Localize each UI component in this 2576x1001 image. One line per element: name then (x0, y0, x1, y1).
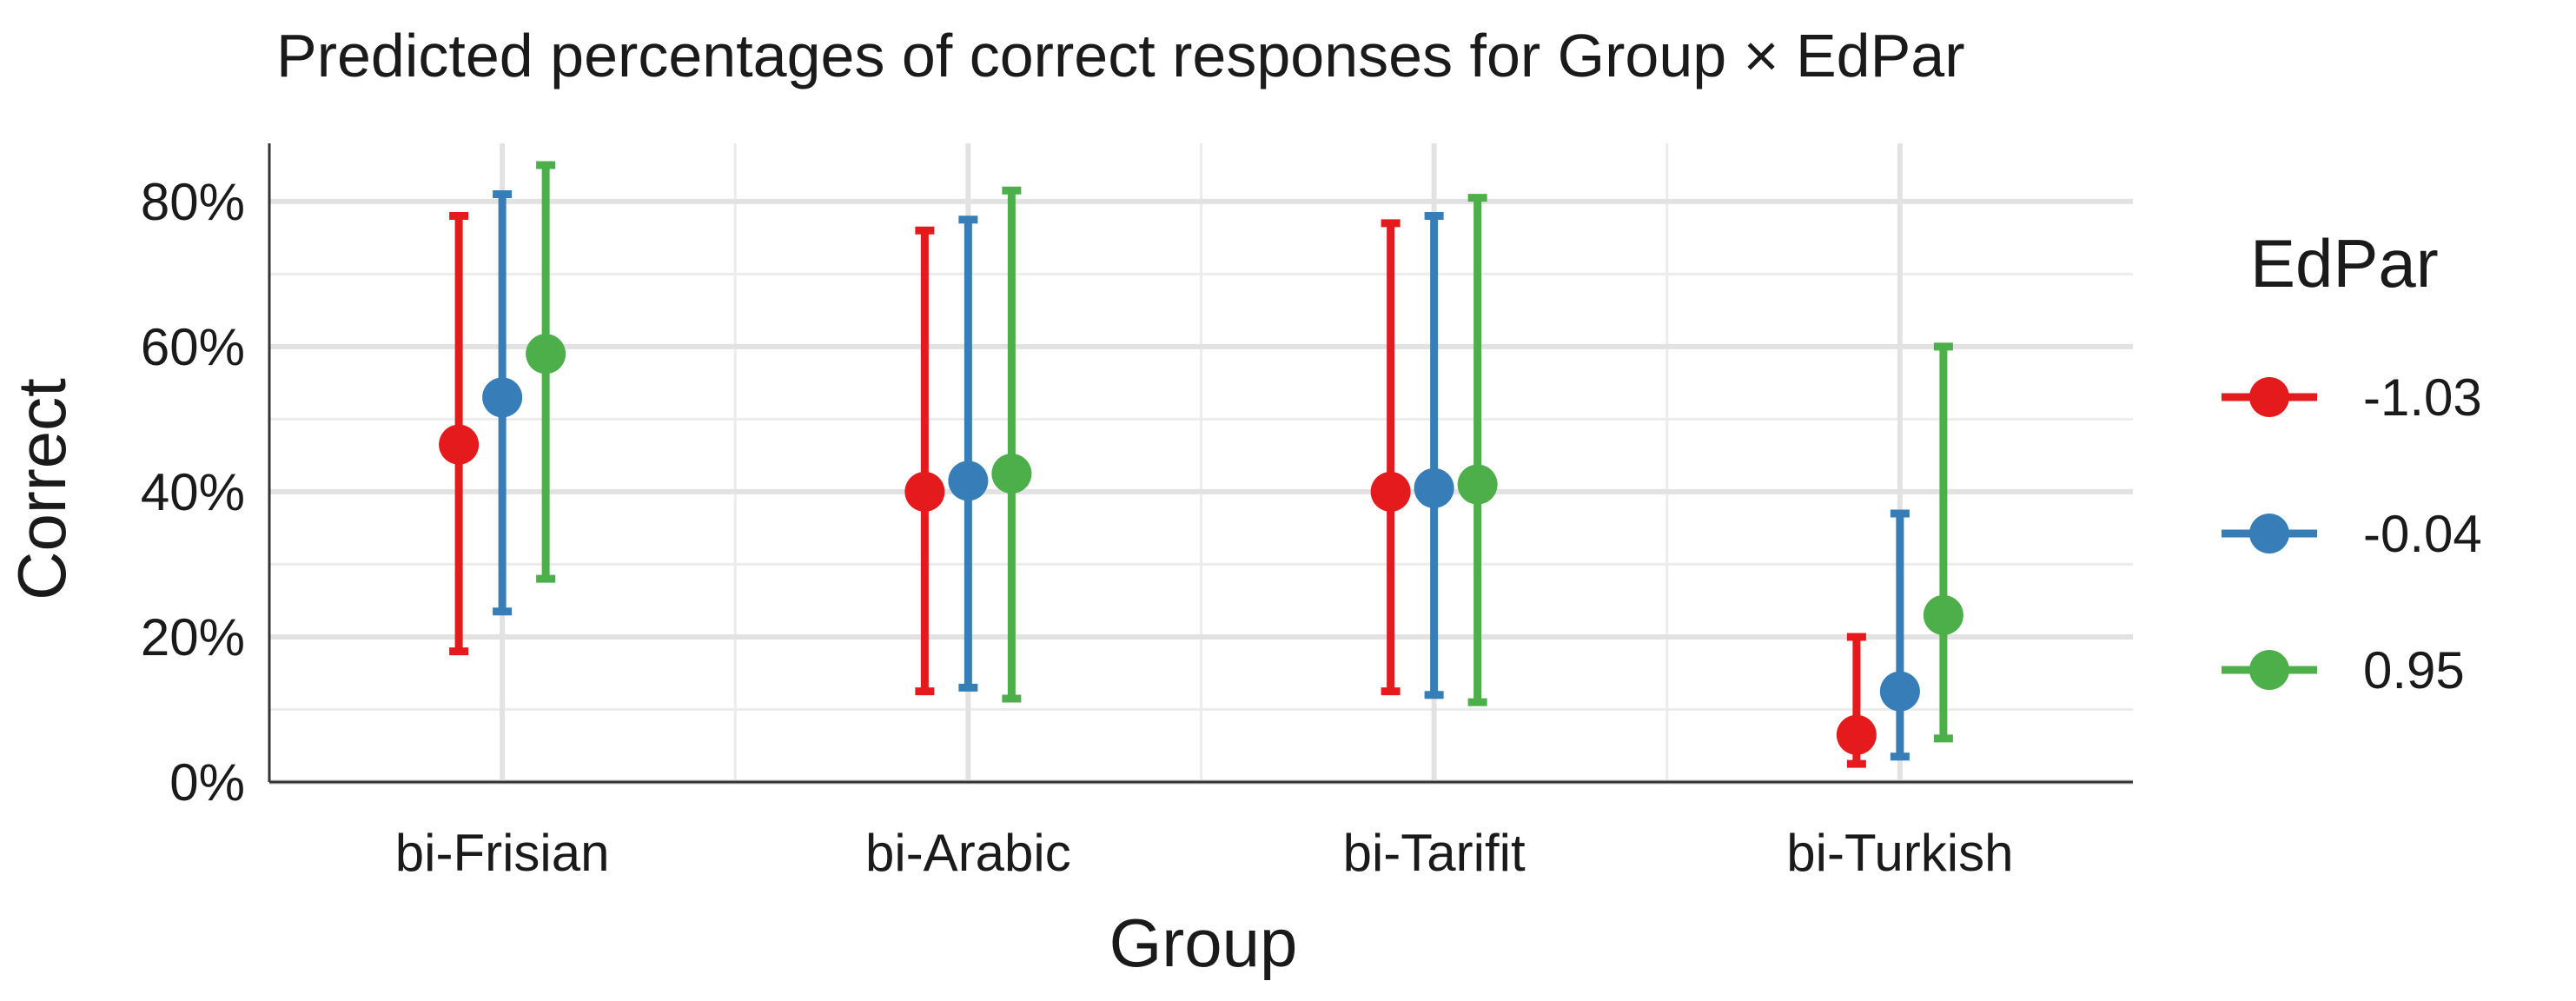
data-point (904, 471, 945, 512)
data-point (1836, 714, 1877, 755)
chart-title: Predicted percentages of correct respons… (276, 22, 1965, 89)
axes: 0% 20% 40% 60% 80% bi-Frisian bi-Arabic bi-Tari… (141, 143, 2133, 882)
data-point (948, 461, 989, 501)
legend-label: -1.03 (2363, 368, 2482, 427)
y-tick-label: 80% (141, 173, 245, 231)
y-axis-title: Correct (3, 378, 80, 600)
data-point (1457, 464, 1498, 505)
x-tick-label: bi-Arabic (865, 824, 1071, 882)
legend: EdPar -1.03 -0.04 0.95 (2222, 225, 2482, 699)
x-axis-title: Group (1109, 905, 1298, 981)
data-point (1414, 467, 1454, 508)
y-tick-label: 60% (141, 318, 245, 376)
legend-title: EdPar (2250, 225, 2439, 302)
y-tick-label: 40% (141, 463, 245, 521)
data-point (1370, 471, 1411, 512)
data-point (1923, 594, 1963, 635)
data-point (1879, 671, 1920, 712)
legend-key-point (2249, 377, 2289, 417)
legend-key-point (2249, 514, 2289, 554)
legend-key-point (2249, 650, 2289, 690)
data-marks (439, 161, 1963, 768)
y-tick-label: 20% (141, 608, 245, 666)
x-tick-label: bi-Frisian (395, 824, 610, 882)
data-point (439, 424, 480, 465)
legend-label: -0.04 (2363, 505, 2482, 563)
legend-label: 0.95 (2363, 641, 2465, 699)
data-point (482, 377, 523, 418)
x-tick-label: bi-Turkish (1786, 824, 2013, 882)
data-point (991, 454, 1032, 494)
x-tick-label: bi-Tarifit (1343, 824, 1526, 882)
data-point (526, 334, 566, 375)
y-tick-label: 0% (169, 753, 245, 812)
